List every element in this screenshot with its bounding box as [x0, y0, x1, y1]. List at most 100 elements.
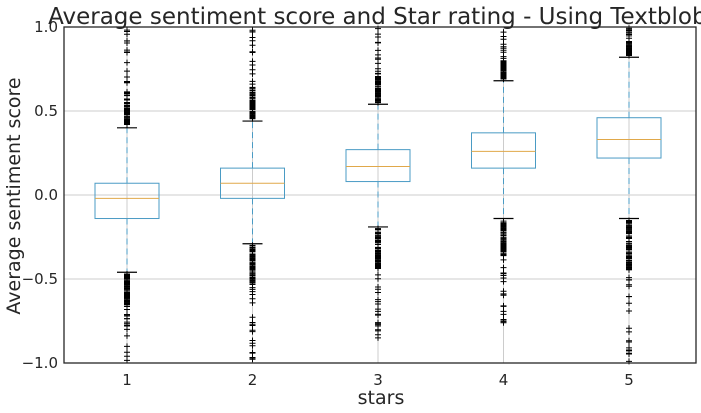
outlier-point	[124, 59, 130, 66]
outlier-point	[249, 96, 256, 103]
y-tick-label: 0.5	[34, 102, 58, 120]
outlier-point	[124, 49, 130, 56]
outlier-point	[626, 293, 632, 300]
outlier-point	[249, 275, 256, 282]
outlier-point	[124, 343, 130, 350]
outliers-2	[249, 27, 256, 363]
outliers-4	[500, 29, 507, 326]
outlier-point	[500, 311, 507, 318]
box-3	[345, 25, 411, 341]
outlier-point	[500, 45, 507, 52]
box-2	[220, 27, 285, 363]
x-tick-labels: 1 2 3 4 5	[122, 371, 634, 389]
outlier-point	[375, 39, 381, 46]
y-tick-label: −0.5	[22, 270, 58, 288]
y-tick-label: −1.0	[22, 354, 58, 372]
x-tick-label: 3	[373, 371, 383, 389]
outlier-point	[500, 29, 507, 36]
outlier-point	[375, 321, 381, 328]
outlier-point	[626, 344, 632, 351]
outliers-5	[626, 25, 632, 365]
outlier-point	[500, 264, 507, 271]
outlier-point	[124, 96, 130, 103]
outlier-point	[500, 270, 507, 277]
y-tick-label: 1.0	[34, 18, 58, 36]
outlier-point	[626, 300, 632, 307]
outlier-point	[375, 271, 381, 278]
outlier-point	[249, 314, 256, 321]
outlier-point	[626, 223, 632, 230]
box-iqr	[94, 182, 160, 220]
outlier-point	[375, 86, 381, 93]
outlier-point	[375, 239, 381, 246]
outlier-point	[249, 104, 256, 111]
outliers-1	[124, 27, 130, 364]
outlier-point	[375, 308, 381, 315]
outlier-point	[375, 301, 381, 308]
outlier-point	[375, 284, 381, 291]
x-tick-label: 2	[248, 371, 258, 389]
outlier-point	[124, 286, 130, 293]
outlier-point	[626, 307, 632, 314]
outlier-point	[249, 70, 256, 77]
outlier-point	[626, 40, 632, 47]
outlier-point	[626, 274, 632, 281]
outlier-point	[375, 51, 381, 58]
outlier-point	[500, 241, 507, 248]
outlier-point	[124, 90, 130, 97]
outlier-point	[249, 248, 256, 255]
y-axis-label: Average sentiment score	[3, 77, 25, 314]
outlier-point	[124, 303, 130, 310]
outlier-point	[124, 68, 130, 75]
outlier-point	[375, 233, 381, 240]
outlier-point	[249, 319, 256, 326]
outlier-point	[375, 92, 381, 99]
box-iqr	[471, 132, 536, 169]
chart-title: Average sentiment score and Star rating …	[48, 4, 701, 30]
box-iqr	[345, 149, 411, 183]
outlier-point	[249, 327, 256, 334]
box-iqr	[596, 117, 662, 159]
outlier-point	[626, 337, 632, 344]
y-tick-labels: −1.0 −0.5 0.0 0.5 1.0	[22, 18, 58, 372]
outlier-point	[249, 62, 256, 69]
outlier-point	[500, 316, 507, 323]
outlier-point	[249, 113, 256, 120]
outlier-point	[500, 36, 507, 43]
outlier-point	[626, 350, 632, 357]
outlier-point	[124, 320, 130, 327]
outlier-point	[375, 81, 381, 88]
y-tick-label: 0.0	[34, 186, 58, 204]
outliers-3	[375, 25, 381, 341]
outlier-point	[500, 302, 507, 309]
outlier-point	[124, 31, 130, 38]
outlier-point	[375, 226, 381, 233]
outlier-point	[249, 27, 256, 34]
outlier-point	[124, 120, 130, 127]
outlier-point	[626, 242, 632, 249]
outlier-point	[249, 288, 256, 295]
outlier-point	[626, 253, 632, 260]
outlier-point	[375, 70, 381, 77]
outlier-point	[249, 342, 256, 349]
outlier-point	[124, 37, 130, 44]
outlier-point	[249, 42, 256, 49]
plot-frame	[63, 26, 697, 364]
x-tick-label: 4	[499, 371, 509, 389]
box-5	[596, 25, 662, 365]
outlier-point	[375, 261, 381, 268]
x-tick-label: 5	[624, 371, 634, 389]
outlier-point	[626, 27, 632, 34]
box-4	[471, 29, 536, 326]
outlier-point	[375, 249, 381, 256]
outlier-point	[249, 295, 256, 302]
outlier-point	[124, 353, 130, 360]
outlier-point	[626, 46, 632, 53]
outlier-point	[249, 259, 256, 266]
outlier-point	[375, 34, 381, 41]
outlier-point	[249, 270, 256, 277]
outlier-point	[124, 110, 130, 117]
x-axis-label: stars	[358, 387, 405, 409]
outlier-point	[375, 289, 381, 296]
